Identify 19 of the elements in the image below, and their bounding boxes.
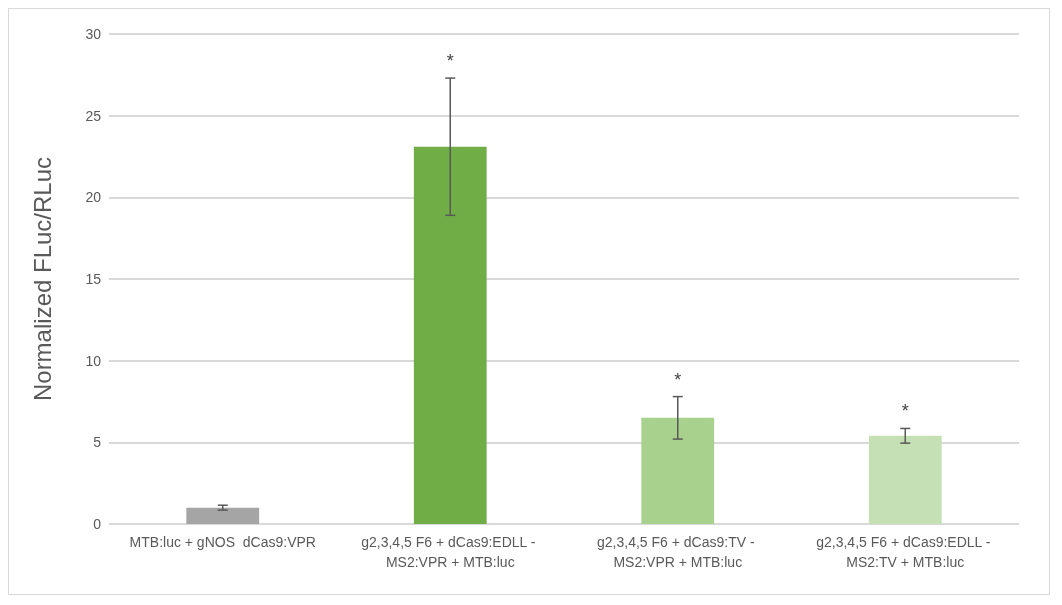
y-tick-label: 5 [93, 434, 102, 451]
annotation: * [674, 369, 682, 390]
y-tick-label: 0 [93, 516, 102, 532]
bar [186, 507, 260, 524]
annotation: * [901, 401, 909, 422]
y-axis-title: Normalized FLuc/RLuc [28, 156, 56, 402]
y-tick-label: 20 [85, 189, 102, 206]
x-tick-label: g2,3,4,5 F6 + dCas9:EDLL - MS2:VPR + MTB:luc [361, 534, 540, 570]
annotation: * [446, 51, 454, 72]
y-tick-label: 15 [85, 271, 102, 287]
bar [413, 146, 487, 524]
bar [641, 417, 715, 524]
x-tick-label: MTB:luc + gNOS dCas9:VPR [129, 534, 316, 550]
bar [868, 435, 942, 524]
x-tick-label: g2,3,4,5 F6 + dCas9:TV - MS2:VPR + MTB:luc [597, 534, 759, 570]
x-tick-label: g2,3,4,5 F6 + dCas9:EDLL - MS2:TV + MTB:luc [816, 534, 995, 570]
y-tick-label: 30 [85, 26, 102, 42]
y-tick-label: 10 [85, 352, 102, 369]
y-tick-label: 25 [85, 107, 102, 124]
